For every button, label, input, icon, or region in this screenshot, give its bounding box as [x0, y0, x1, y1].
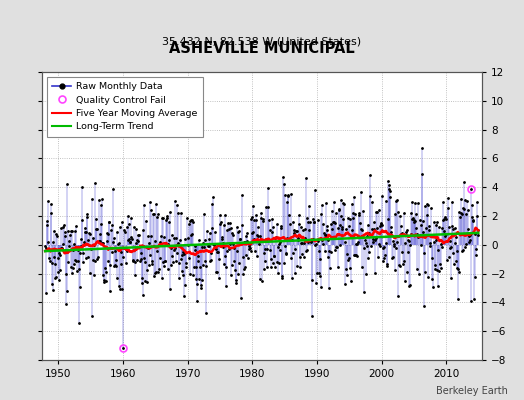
Text: 35.432 N, 82.538 W (United States): 35.432 N, 82.538 W (United States) [162, 37, 362, 47]
Legend: Raw Monthly Data, Quality Control Fail, Five Year Moving Average, Long-Term Tren: Raw Monthly Data, Quality Control Fail, … [47, 77, 203, 137]
Text: Berkeley Earth: Berkeley Earth [436, 386, 508, 396]
Title: ASHEVILLE MUNICIPAL: ASHEVILLE MUNICIPAL [169, 40, 355, 56]
